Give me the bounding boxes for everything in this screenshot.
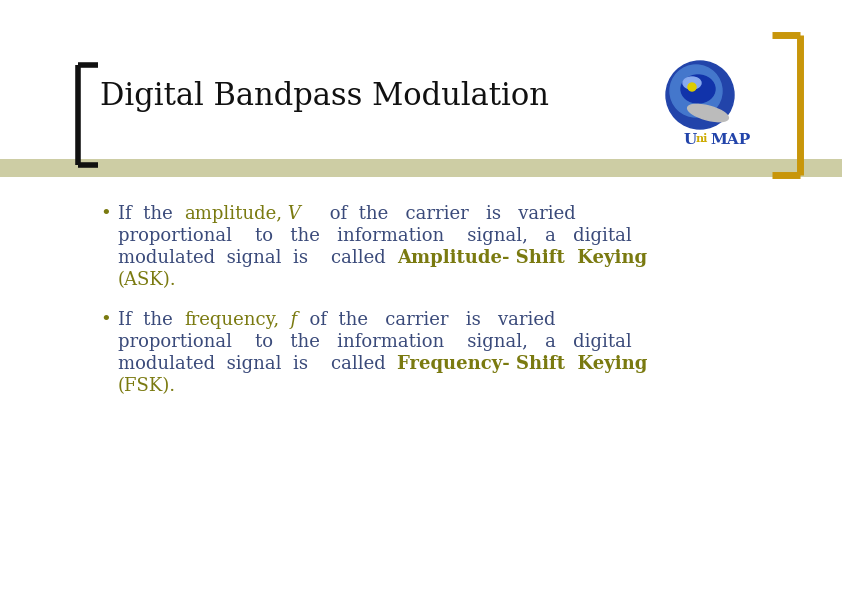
Text: V: V [282, 205, 301, 223]
Text: modulated  signal  is    called: modulated signal is called [118, 249, 397, 267]
Text: of  the   carrier   is   varied: of the carrier is varied [301, 205, 576, 223]
Text: ni: ni [696, 133, 708, 144]
Text: U: U [684, 133, 697, 147]
Text: frequency,: frequency, [184, 311, 280, 329]
Text: proportional    to   the   information    signal,   a   digital: proportional to the information signal, … [118, 227, 632, 245]
Text: MAP: MAP [710, 133, 750, 147]
Ellipse shape [681, 75, 715, 103]
Text: •: • [100, 311, 111, 329]
Ellipse shape [666, 61, 734, 129]
Ellipse shape [688, 104, 728, 121]
Text: If  the: If the [118, 205, 184, 223]
Text: •: • [100, 205, 111, 223]
Text: If  the: If the [118, 311, 184, 329]
Text: f: f [280, 311, 297, 329]
Text: proportional    to   the   information    signal,   a   digital: proportional to the information signal, … [118, 333, 632, 351]
Text: Amplitude- Shift  Keying: Amplitude- Shift Keying [397, 249, 647, 267]
Text: Frequency- Shift  Keying: Frequency- Shift Keying [397, 355, 647, 373]
Text: modulated  signal  is    called: modulated signal is called [118, 355, 397, 373]
Text: of  the   carrier   is   varied: of the carrier is varied [297, 311, 555, 329]
Ellipse shape [670, 65, 722, 117]
Text: amplitude,: amplitude, [184, 205, 282, 223]
Ellipse shape [683, 77, 701, 89]
Text: (FSK).: (FSK). [118, 377, 176, 395]
Text: (ASK).: (ASK). [118, 271, 177, 289]
Text: Digital Bandpass Modulation: Digital Bandpass Modulation [100, 82, 549, 112]
Ellipse shape [688, 83, 696, 91]
Bar [0, 159, 842, 177]
